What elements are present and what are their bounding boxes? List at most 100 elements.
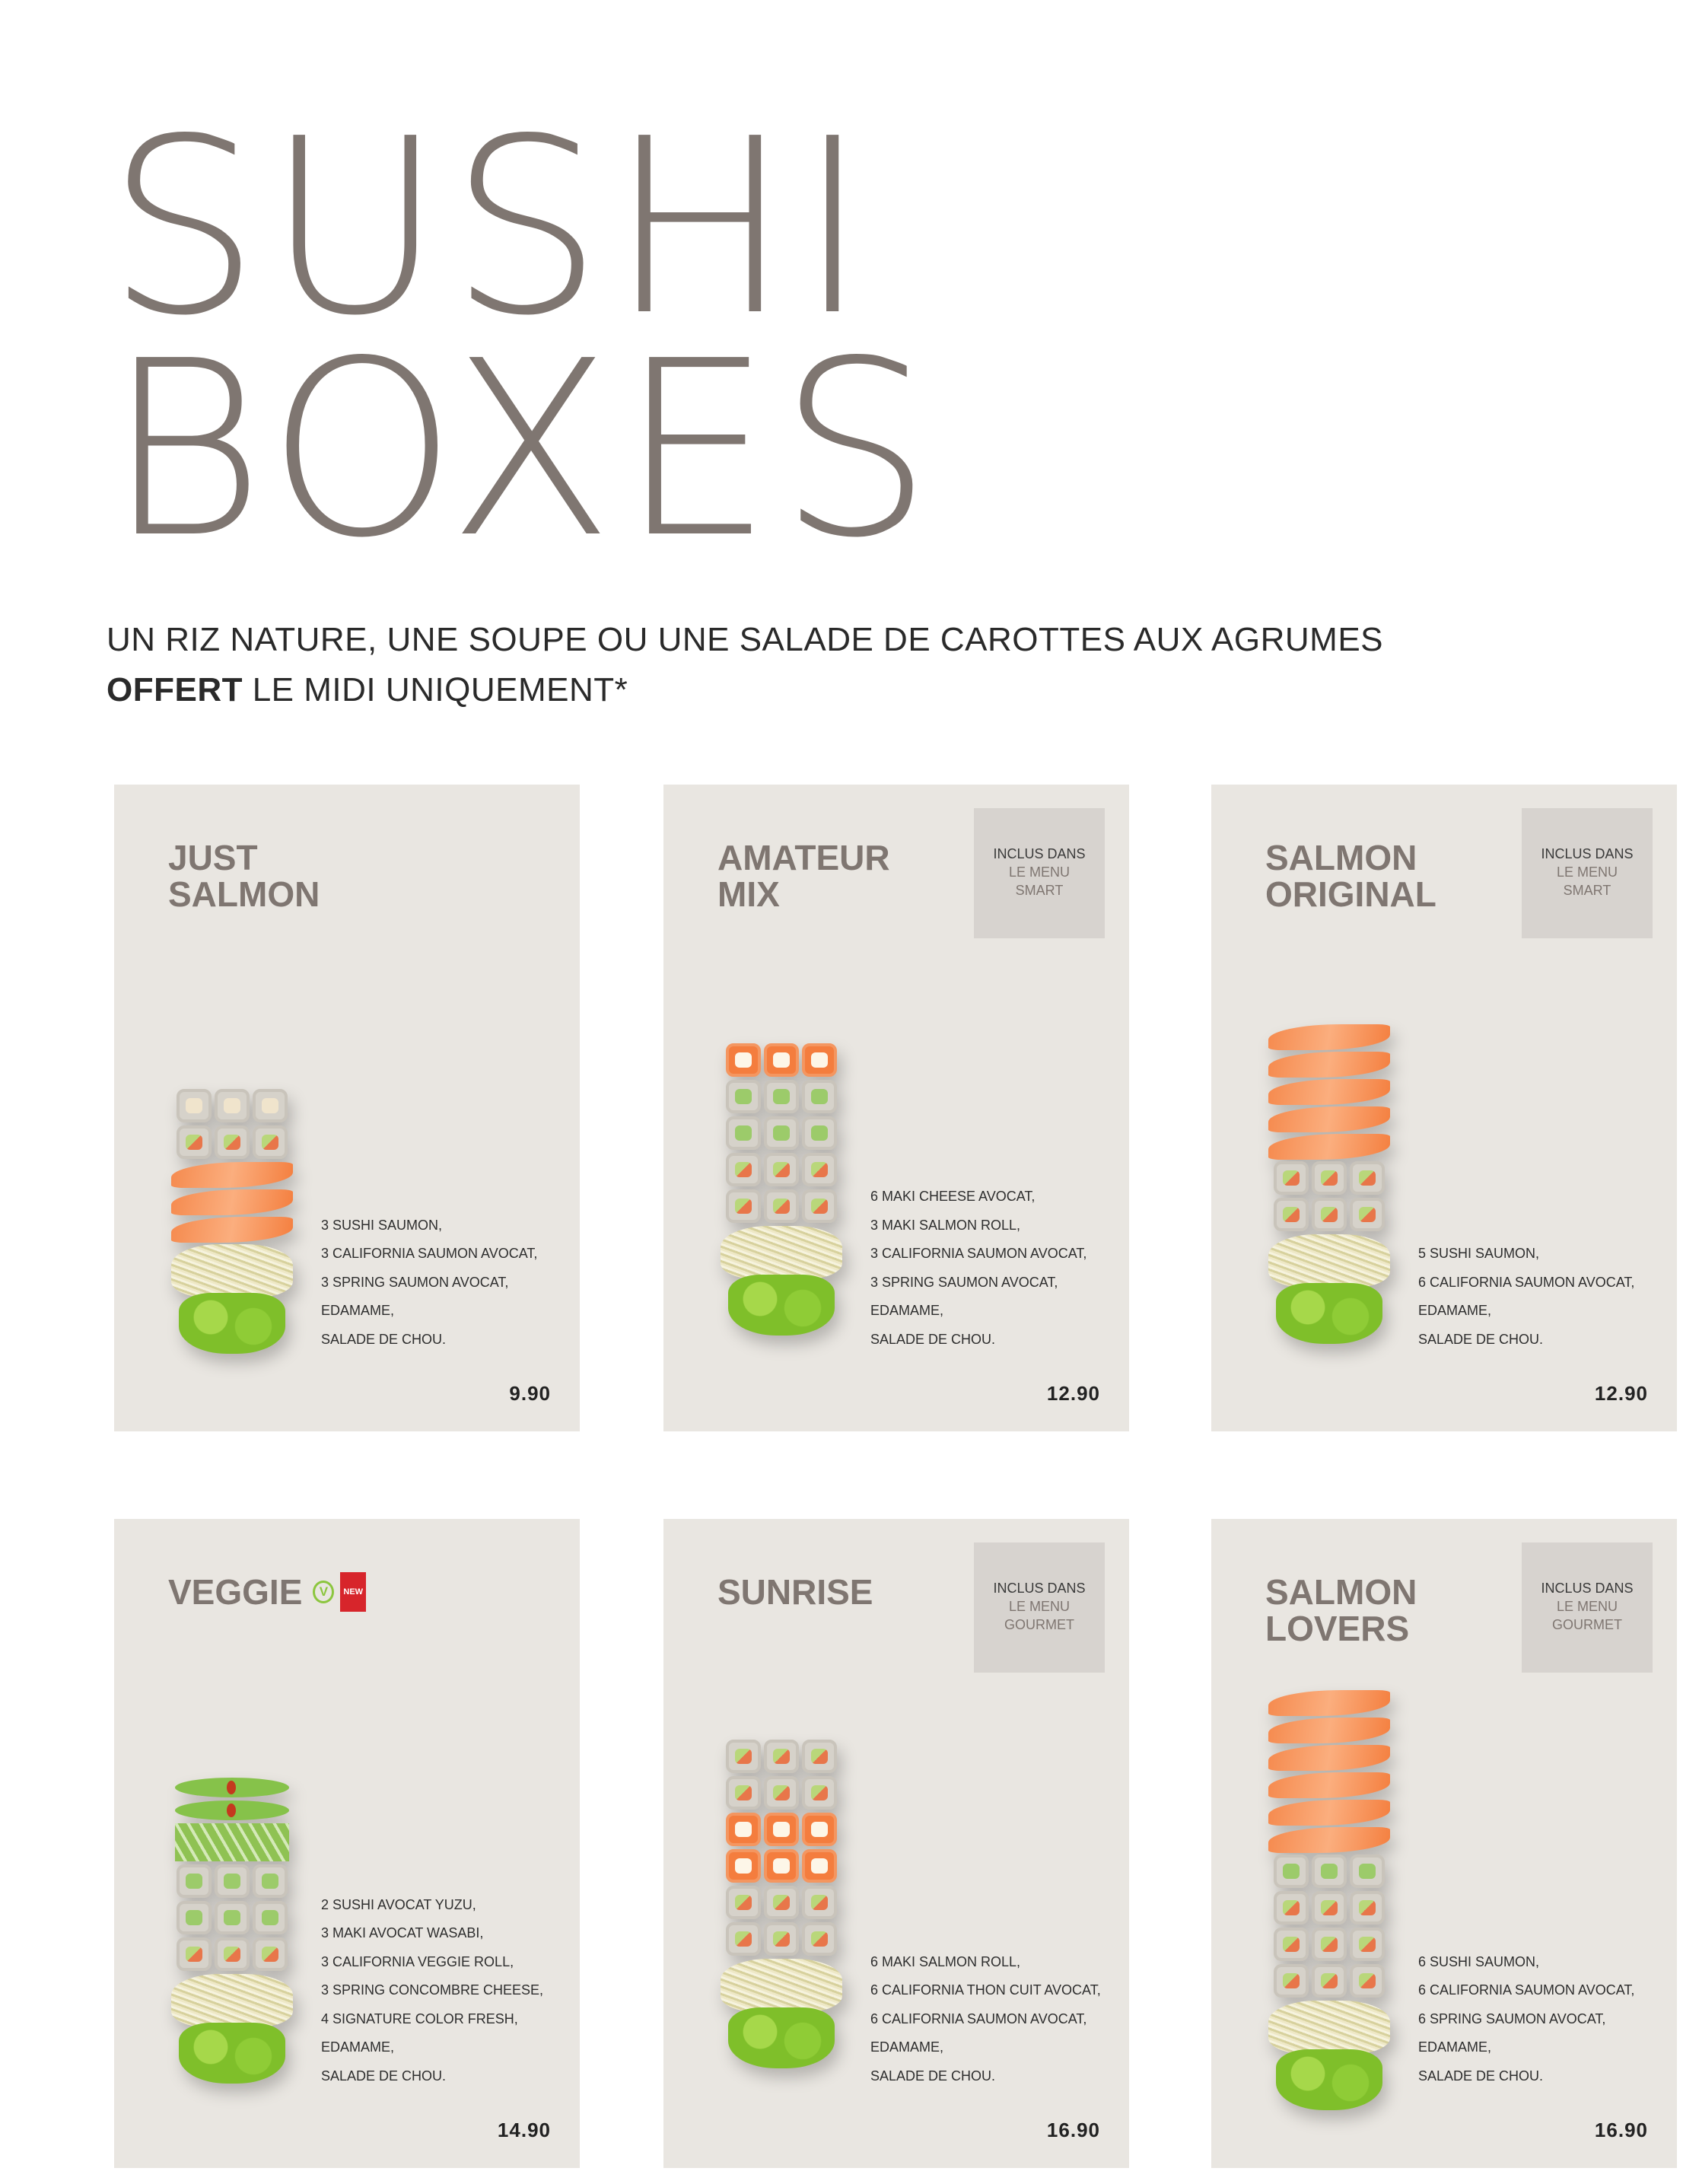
- box-name: SALMON LOVERS: [1265, 1574, 1417, 1647]
- box-content-item: 6 CALIFORNIA SAUMON AVOCAT,: [1418, 1982, 1635, 1998]
- menu-inclusion-badge: INCLUS DANS LE MENU SMART: [974, 808, 1105, 938]
- sushi-box-card[interactable]: JUST SALMON 3 SUSHI SAUMON, 3 CALIFORNIA S…: [114, 785, 580, 1431]
- badge-line2: LE MENU: [1556, 1599, 1618, 1614]
- menu-inclusion-badge: INCLUS DANS LE MENU GOURMET: [974, 1542, 1105, 1673]
- box-name-text: SUNRISE: [717, 1572, 873, 1612]
- roll-row: [726, 1080, 837, 1113]
- salmon-layer: [171, 1217, 293, 1243]
- roll-row: [1274, 1891, 1385, 1925]
- box-price: 14.90: [497, 2119, 551, 2141]
- salmon-layer: [1268, 1718, 1390, 1743]
- subtitle-line2: OFFERT LE MIDI UNIQUEMENT*: [107, 671, 628, 709]
- box-content-item: EDAMAME,: [870, 1303, 944, 1318]
- badge-line2: LE MENU: [1008, 1599, 1070, 1614]
- box-content-item: SALADE DE CHOU.: [321, 1331, 447, 1347]
- box-content-item: EDAMAME,: [321, 1303, 395, 1318]
- roll-row: [726, 1189, 837, 1223]
- box-content-item: 3 MAKI SALMON ROLL,: [870, 1217, 1021, 1233]
- badge-line1: INCLUS DANS: [1541, 1581, 1634, 1596]
- box-content-item: EDAMAME,: [1418, 1303, 1492, 1318]
- box-content-item: SALADE DE CHOU.: [321, 2068, 447, 2084]
- roll-row: [177, 1864, 288, 1898]
- salmon-layer: [1268, 1745, 1390, 1771]
- roll-row: [726, 1922, 837, 1956]
- box-content-item: 5 SUSHI SAUMON,: [1418, 1246, 1540, 1261]
- roll-row: [177, 1901, 288, 1934]
- roll-row: [726, 1043, 837, 1077]
- menu-inclusion-badge: INCLUS DANS LE MENU GOURMET: [1522, 1542, 1653, 1673]
- salmon-layer: [1268, 1134, 1390, 1160]
- roll-row: [177, 1937, 288, 1971]
- box-content-item: 4 SIGNATURE COLOR FRESH,: [321, 2010, 518, 2026]
- edamame-layer: [1276, 2049, 1382, 2110]
- sushi-box-card[interactable]: SALMON ORIGINAL INCLUS DANS LE MENU SMART 5 …: [1211, 785, 1677, 1431]
- sushi-box-card[interactable]: SUNRISE INCLUS DANS LE MENU GOURMET 6 MAKI S…: [663, 1519, 1129, 2168]
- badge-line1: INCLUS DANS: [993, 846, 1086, 861]
- edamame-layer: [728, 2007, 835, 2068]
- salmon-layer: [1268, 1052, 1390, 1078]
- roll-row: [1274, 1964, 1385, 1998]
- edamame-layer: [179, 1293, 285, 1354]
- box-contents: 3 SUSHI SAUMON, 3 CALIFORNIA SAUMON AVOCA…: [321, 1211, 537, 1355]
- box-content-item: 2 SUSHI AVOCAT YUZU,: [321, 1896, 476, 1912]
- box-content-item: 6 MAKI CHEESE AVOCAT,: [870, 1189, 1036, 1204]
- sushi-box-card[interactable]: VEGGIE V NEW 2 SUSHI AVOCAT YUZU, 3 MAKI AVO…: [114, 1519, 580, 2168]
- box-content-item: EDAMAME,: [321, 2039, 395, 2055]
- box-content-item: 3 SPRING SAUMON AVOCAT,: [870, 1274, 1058, 1290]
- salad-layer: [721, 1226, 842, 1279]
- roll-row: [726, 1849, 837, 1883]
- sushi-box-image: [167, 1778, 297, 2084]
- badge-line3: GOURMET: [1552, 1617, 1622, 1632]
- roll-row: [1274, 1161, 1385, 1195]
- box-content-item: 3 MAKI AVOCAT WASABI,: [321, 1925, 484, 1940]
- sushi-box-image: [1265, 1690, 1394, 2110]
- roll-row: [726, 1776, 837, 1810]
- box-content-item: 3 SPRING SAUMON AVOCAT,: [321, 1274, 509, 1290]
- box-content-item: EDAMAME,: [1418, 2039, 1492, 2055]
- roll-row: [177, 1089, 288, 1122]
- salad-layer: [171, 1974, 293, 2027]
- salmon-layer: [1268, 1772, 1390, 1798]
- salad-layer: [1268, 1234, 1390, 1288]
- box-content-item: 3 SUSHI SAUMON,: [321, 1217, 443, 1233]
- box-name-text: AMATEUR MIX: [717, 838, 890, 914]
- box-content-item: 3 CALIFORNIA SAUMON AVOCAT,: [870, 1246, 1087, 1261]
- sushi-box-image: [717, 1043, 846, 1336]
- sushi-box-image: [717, 1740, 846, 2068]
- box-name: AMATEUR MIX: [717, 839, 890, 912]
- sushi-box-image: [1265, 1024, 1394, 1344]
- salmon-layer: [171, 1162, 293, 1188]
- subtitle-rest: LE MIDI UNIQUEMENT*: [242, 671, 628, 708]
- box-contents: 2 SUSHI AVOCAT YUZU, 3 MAKI AVOCAT WASABI…: [321, 1891, 543, 2091]
- roll-row: [1274, 1854, 1385, 1888]
- sushi-box-card[interactable]: AMATEUR MIX INCLUS DANS LE MENU SMART 6 MAKI…: [663, 785, 1129, 1431]
- roll-row: [1274, 1198, 1385, 1231]
- box-name: SALMON ORIGINAL: [1265, 839, 1436, 912]
- box-price: 16.90: [1046, 2119, 1100, 2141]
- new-badge: NEW: [340, 1571, 367, 1612]
- subtitle-bold: OFFERT: [107, 671, 243, 708]
- box-content-item: 3 CALIFORNIA VEGGIE ROLL,: [321, 1953, 514, 1969]
- box-contents: 6 MAKI SALMON ROLL, 6 CALIFORNIA THON CUI…: [870, 1948, 1101, 2091]
- box-price: 12.90: [1046, 1382, 1100, 1405]
- box-content-item: SALADE DE CHOU.: [1418, 2068, 1544, 2084]
- box-content-item: 6 MAKI SALMON ROLL,: [870, 1953, 1021, 1969]
- box-price: 12.90: [1594, 1382, 1648, 1405]
- roll-row: [726, 1116, 837, 1150]
- box-content-item: SALADE DE CHOU.: [1418, 1331, 1544, 1347]
- salmon-layer: [1268, 1827, 1390, 1853]
- sushi-box-card[interactable]: SALMON LOVERS INCLUS DANS LE MENU GOURMET 6 …: [1211, 1519, 1677, 2168]
- salad-layer: [1268, 2001, 1390, 2054]
- box-content-item: 6 SUSHI SAUMON,: [1418, 1953, 1540, 1969]
- subtitle-line1: UN RIZ NATURE, UNE SOUPE OU UNE SALADE D…: [107, 621, 1384, 658]
- box-content-item: SALADE DE CHOU.: [870, 1331, 996, 1347]
- badge-line3: SMART: [1015, 883, 1064, 898]
- roll-row: [726, 1813, 837, 1846]
- box-content-item: 6 CALIFORNIA THON CUIT AVOCAT,: [870, 1982, 1101, 1998]
- zig-layer: [175, 1823, 289, 1861]
- leaf-layer: [175, 1778, 289, 1797]
- page-title-line1: SUSHI: [107, 87, 875, 368]
- box-content-item: 6 CALIFORNIA SAUMON AVOCAT,: [870, 2010, 1087, 2026]
- box-price: 9.90: [509, 1382, 551, 1405]
- salmon-layer: [1268, 1800, 1390, 1826]
